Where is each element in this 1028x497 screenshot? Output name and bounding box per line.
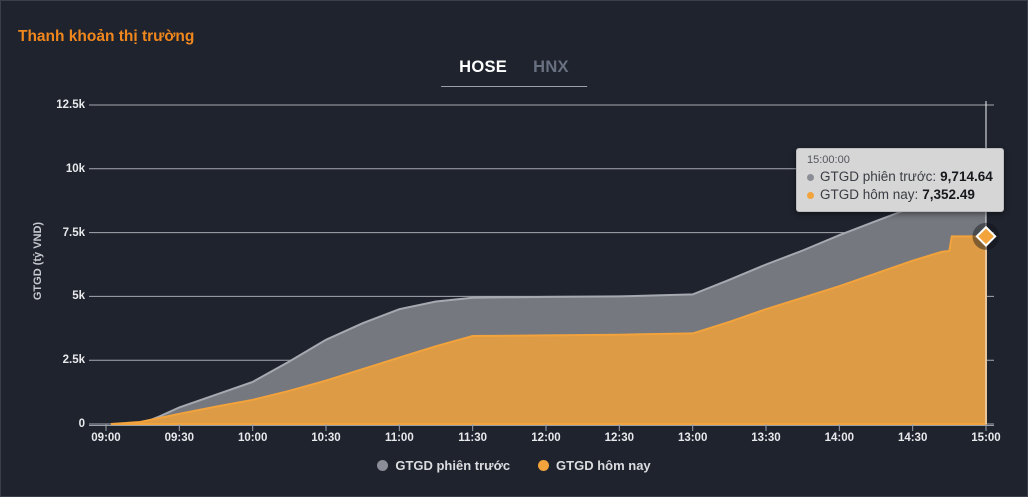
x-axis-label: 10:00 <box>237 432 268 444</box>
x-axis-label: 09:00 <box>91 432 121 444</box>
x-axis-label: 09:30 <box>164 432 195 444</box>
panel-title: Thanh khoản thị trường <box>18 28 195 45</box>
x-axis-label: 14:30 <box>897 432 928 444</box>
x-axis-label: 10:30 <box>311 432 341 444</box>
legend-label: GTGD phiên trước <box>395 458 511 473</box>
legend-item-prev-session[interactable]: GTGD phiên trước <box>377 458 510 473</box>
legend-dot-prev-icon <box>377 460 389 471</box>
y-axis-label: 5k <box>72 290 85 303</box>
tooltip-label: GTGD hôm nay: <box>820 187 919 202</box>
tooltip-row-today: GTGD hôm nay: 7,352.49 <box>807 186 993 204</box>
y-axis-label: 12.5k <box>56 99 85 111</box>
x-axis-label: 12:00 <box>531 432 561 444</box>
area-series-edge <box>139 175 987 425</box>
legend-item-today[interactable]: GTGD hôm nay <box>538 458 651 473</box>
chart-legend: GTGD phiên trước GTGD hôm nay <box>1 458 1027 473</box>
series-dot-prev-icon <box>807 173 814 181</box>
x-axis-label: 11:30 <box>458 432 488 444</box>
x-axis-label: 13:30 <box>751 432 781 444</box>
series-dot-today-icon <box>807 191 814 199</box>
x-axis-label: 12:30 <box>604 432 635 444</box>
x-axis-label: 11:00 <box>384 432 414 444</box>
tooltip-time: 15:00:00 <box>807 154 850 166</box>
tooltip-label: GTGD phiên trước: <box>820 169 937 184</box>
area-series <box>110 235 987 425</box>
y-axis-label: 10k <box>65 162 85 175</box>
tooltip-value: 9,714.64 <box>940 169 993 184</box>
x-axis-label: 15:00 <box>971 432 1001 444</box>
chart-tooltip: 15:00:00 GTGD phiên trước: 9,714.64 GTGD… <box>796 148 1004 212</box>
series-end-marker-diamond <box>975 225 997 247</box>
exchange-tabs: HOSE HNX <box>441 58 587 87</box>
tab-hose[interactable]: HOSE <box>459 58 508 76</box>
tooltip-value: 7,352.49 <box>922 187 975 202</box>
tooltip-row-prev-session: GTGD phiên trước: 9,714.64 <box>807 168 993 186</box>
y-axis-label: 2.5k <box>62 354 85 367</box>
x-axis-label: 13:00 <box>677 432 708 444</box>
y-axis-label: 7.5k <box>62 226 85 239</box>
tab-hnx[interactable]: HNX <box>533 58 569 76</box>
x-axis-label: 14:00 <box>824 432 855 444</box>
legend-label: GTGD hôm nay <box>556 458 651 473</box>
y-axis-label: 0 <box>78 418 85 430</box>
legend-dot-today-icon <box>538 460 550 471</box>
